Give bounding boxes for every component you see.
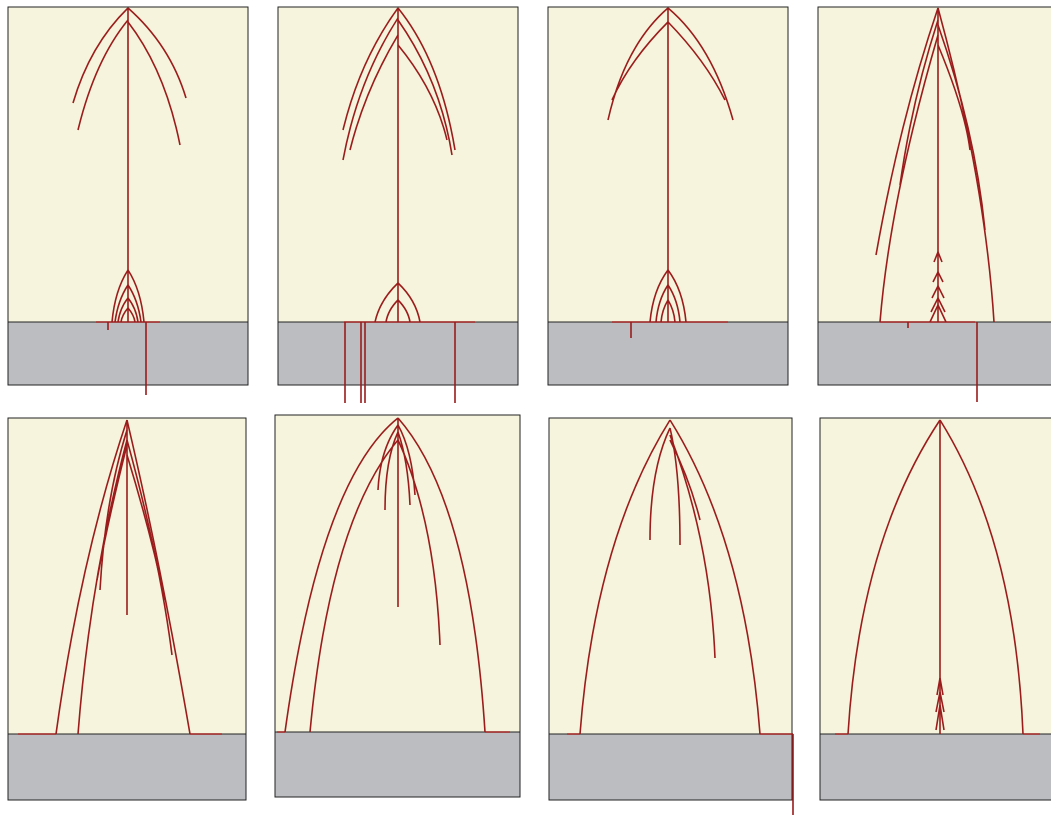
ground xyxy=(818,322,1051,385)
panel xyxy=(549,418,793,815)
sky xyxy=(818,7,1051,322)
ground xyxy=(8,322,248,385)
ground xyxy=(278,322,518,385)
ground xyxy=(275,732,520,797)
panel xyxy=(548,7,788,385)
ground xyxy=(549,734,792,800)
figure xyxy=(0,0,1051,816)
panel xyxy=(275,415,520,797)
sky xyxy=(820,418,1051,734)
panel xyxy=(278,7,518,403)
ground xyxy=(8,734,246,800)
panel xyxy=(820,418,1051,800)
ground xyxy=(548,322,788,385)
ground xyxy=(820,734,1051,800)
panel xyxy=(8,418,246,800)
panel xyxy=(818,7,1051,402)
panel xyxy=(8,7,248,395)
